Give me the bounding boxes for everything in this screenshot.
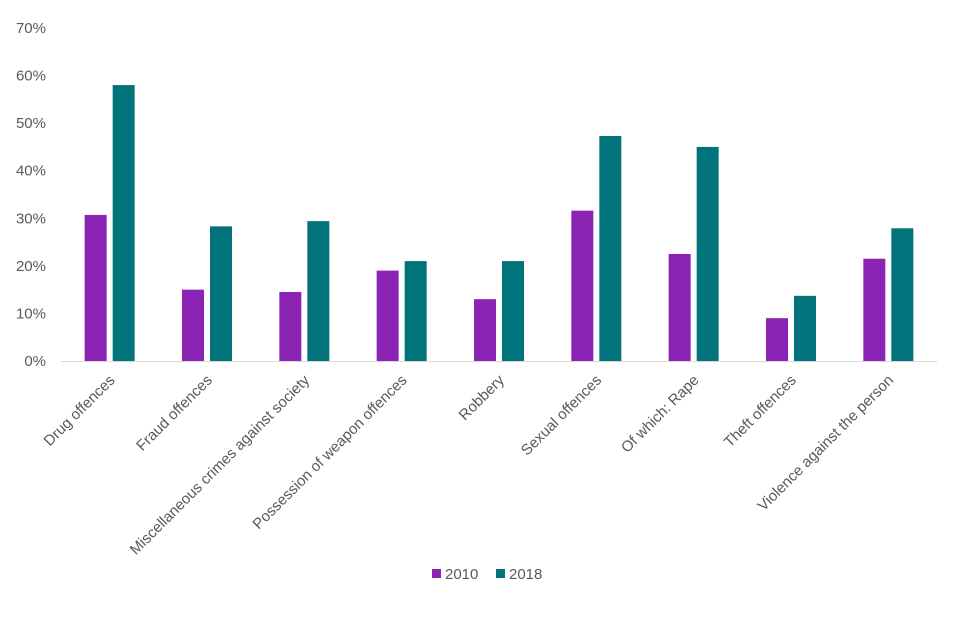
- bar-2018-5: [599, 135, 622, 361]
- x-tick-label: Drug offences: [41, 372, 119, 450]
- y-tick-label: 60%: [16, 68, 46, 85]
- legend-label: 2018: [509, 566, 542, 583]
- x-tick-label: Possession of weapon offences: [249, 372, 410, 533]
- y-tick-label: 0%: [24, 353, 46, 370]
- bar-2010-6: [668, 253, 691, 361]
- bar-2018-6: [696, 146, 719, 361]
- y-tick-label: 10%: [16, 305, 46, 322]
- bar-2010-5: [571, 210, 594, 361]
- bar-2018-8: [891, 228, 914, 361]
- bars: [84, 85, 914, 361]
- bar-2018-2: [307, 221, 330, 361]
- bar-2010-1: [182, 289, 204, 361]
- y-axis-ticks: 0% 10% 20% 30% 40% 50% 60% 70%: [16, 20, 46, 370]
- x-tick-label: Theft offences: [721, 372, 800, 451]
- x-axis-labels: Drug offences Fraud offencesMiscellaneous…: [41, 371, 898, 558]
- bar-2018-7: [794, 295, 816, 361]
- bar-2010-2: [279, 292, 302, 361]
- bar-2018-1: [210, 226, 232, 361]
- bar-2010-7: [766, 318, 788, 361]
- legend-swatch-2010: [432, 569, 441, 578]
- x-tick-label: Sexual offences: [518, 372, 605, 459]
- bar-2010-4: [474, 299, 496, 361]
- bar-2010-0: [84, 214, 107, 361]
- legend-label: 2010: [445, 566, 478, 583]
- bar-2018-4: [502, 261, 524, 361]
- x-tick-label: Miscellaneous crimes against society: [127, 371, 314, 558]
- y-tick-label: 70%: [16, 20, 46, 37]
- bar-2018-0: [112, 85, 135, 361]
- x-tick-label: Fraud offences: [133, 372, 216, 455]
- bar-2018-3: [404, 261, 427, 361]
- legend: 2010 2018: [432, 566, 542, 583]
- bar-2010-3: [376, 270, 399, 361]
- y-tick-label: 50%: [16, 115, 46, 132]
- x-tick-label: Of which: Rape: [618, 372, 703, 457]
- x-tick-label: Robbery: [456, 371, 508, 423]
- y-tick-label: 20%: [16, 258, 46, 275]
- y-tick-label: 40%: [16, 163, 46, 180]
- legend-swatch-2018: [496, 569, 505, 578]
- bar-2010-8: [863, 258, 886, 361]
- y-tick-label: 30%: [16, 210, 46, 227]
